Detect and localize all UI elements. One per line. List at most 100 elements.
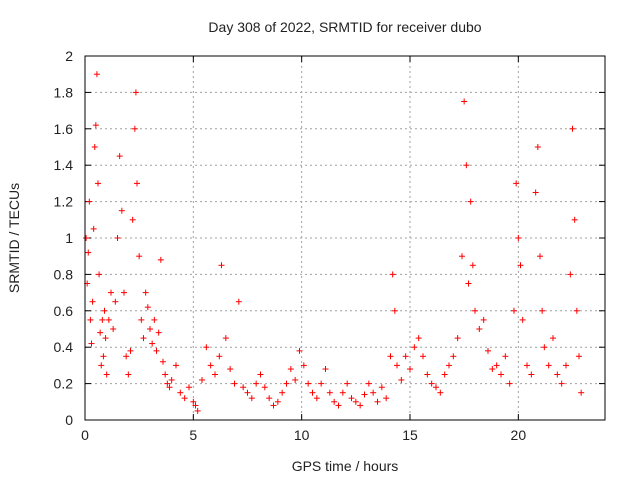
data-point xyxy=(95,180,101,187)
data-point xyxy=(344,380,351,387)
data-point xyxy=(433,384,439,391)
data-point xyxy=(318,380,325,387)
y-tick-label: 1.4 xyxy=(54,157,74,173)
data-point xyxy=(296,347,303,354)
data-point xyxy=(459,253,465,260)
data-point xyxy=(348,395,355,402)
data-point xyxy=(283,380,290,387)
data-point xyxy=(493,362,500,369)
data-point xyxy=(140,335,147,342)
data-point xyxy=(160,358,166,365)
data-point xyxy=(515,235,522,241)
axis-ticks: 0 5 10 15 20 0 0.2 0.4 0.6 0.8 1 1.2 1.4 1.6 1.8 2 xyxy=(54,48,605,443)
data-point xyxy=(101,307,108,314)
data-point xyxy=(305,380,312,387)
data-point xyxy=(537,253,543,260)
data-point xyxy=(331,398,338,405)
data-point xyxy=(114,235,121,241)
data-point xyxy=(567,271,574,278)
data-point xyxy=(480,316,487,323)
data-point xyxy=(532,189,539,196)
x-tick-label: 5 xyxy=(189,427,197,443)
data-point xyxy=(270,402,277,409)
data-point xyxy=(502,353,509,360)
data-point xyxy=(465,280,472,287)
data-point xyxy=(93,71,100,78)
data-point xyxy=(437,389,444,396)
data-point xyxy=(257,371,264,378)
data-point xyxy=(129,216,136,223)
y-tick-label: 0.4 xyxy=(54,339,74,355)
data-point xyxy=(506,380,513,387)
data-point xyxy=(181,395,188,402)
data-point xyxy=(365,380,372,387)
data-point xyxy=(99,316,106,323)
data-point xyxy=(335,402,342,409)
data-point xyxy=(485,347,491,354)
data-point xyxy=(144,304,151,311)
x-tick-label: 0 xyxy=(81,427,89,443)
data-point xyxy=(173,362,179,369)
data-point xyxy=(352,398,359,405)
data-point xyxy=(168,376,175,383)
data-point xyxy=(88,340,95,347)
x-axis-label: GPS time / hours xyxy=(292,458,399,474)
data-point xyxy=(300,362,307,369)
data-point xyxy=(177,389,184,396)
data-point xyxy=(378,384,385,391)
data-point xyxy=(387,353,394,360)
data-point xyxy=(287,366,294,373)
data-point xyxy=(550,335,556,342)
y-tick-label: 2 xyxy=(65,48,73,64)
data-point xyxy=(92,122,99,129)
data-point xyxy=(90,225,97,232)
data-point xyxy=(339,389,346,396)
x-tick-label: 20 xyxy=(511,427,527,443)
y-tick-label: 0.2 xyxy=(54,376,74,392)
data-point xyxy=(98,362,105,369)
data-point xyxy=(528,371,535,378)
data-point xyxy=(157,256,164,263)
data-point xyxy=(123,353,130,360)
y-tick-label: 1.8 xyxy=(54,84,74,100)
data-point xyxy=(573,307,580,314)
y-tick-label: 1 xyxy=(65,230,73,246)
y-axis-label: SRMTID / TECUs xyxy=(6,183,22,293)
data-point xyxy=(469,262,476,269)
data-point xyxy=(248,395,255,402)
data-point xyxy=(539,307,546,314)
data-point xyxy=(519,316,526,323)
data-point xyxy=(91,144,98,150)
data-point xyxy=(149,340,156,347)
plot-frame xyxy=(84,55,606,421)
data-point xyxy=(231,380,238,387)
data-point xyxy=(571,216,578,223)
data-point xyxy=(166,384,173,391)
data-point xyxy=(194,407,201,414)
data-point xyxy=(186,384,192,391)
data-point xyxy=(89,298,96,305)
data-point xyxy=(383,395,390,402)
y-tick-label: 1.2 xyxy=(54,194,74,210)
data-point xyxy=(309,389,316,396)
data-point xyxy=(218,262,225,269)
data-point xyxy=(86,198,93,205)
data-point xyxy=(261,384,268,391)
data-point xyxy=(463,162,470,169)
data-point xyxy=(524,362,530,369)
data-point xyxy=(199,376,205,383)
data-point xyxy=(116,153,123,160)
data-point xyxy=(203,344,210,351)
data-point xyxy=(253,380,260,387)
data-point xyxy=(476,326,483,332)
data-point xyxy=(461,98,468,105)
data-point xyxy=(374,398,381,405)
data-point xyxy=(394,362,400,369)
data-point xyxy=(472,307,478,314)
data-point xyxy=(121,289,127,296)
data-point xyxy=(85,249,92,256)
data-point xyxy=(153,347,160,354)
data-point xyxy=(212,371,218,378)
data-point xyxy=(534,144,541,150)
data-point xyxy=(127,347,134,354)
